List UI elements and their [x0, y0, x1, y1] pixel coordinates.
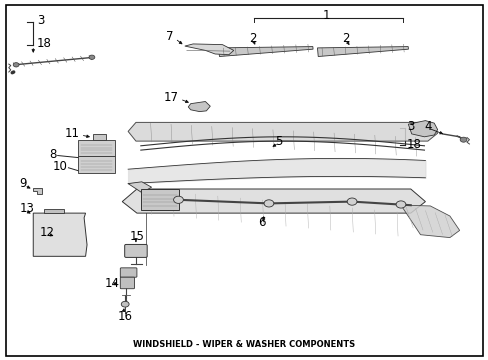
- Polygon shape: [33, 213, 87, 256]
- Polygon shape: [218, 46, 312, 57]
- Text: 6: 6: [258, 216, 265, 229]
- Text: 17: 17: [163, 91, 178, 104]
- Text: 15: 15: [129, 230, 144, 243]
- Text: 14: 14: [105, 277, 120, 290]
- Polygon shape: [184, 44, 233, 55]
- Text: 3: 3: [406, 120, 413, 133]
- Text: 9: 9: [20, 177, 27, 190]
- Text: 11: 11: [64, 127, 79, 140]
- FancyBboxPatch shape: [124, 244, 147, 257]
- Polygon shape: [128, 122, 437, 141]
- Text: 18: 18: [37, 37, 51, 50]
- FancyBboxPatch shape: [78, 156, 115, 173]
- Circle shape: [346, 198, 356, 205]
- FancyBboxPatch shape: [93, 134, 105, 140]
- FancyBboxPatch shape: [120, 277, 134, 289]
- Text: 10: 10: [53, 160, 67, 173]
- Text: 12: 12: [40, 226, 55, 239]
- Polygon shape: [400, 205, 459, 238]
- Text: WINDSHIELD - WIPER & WASHER COMPONENTS: WINDSHIELD - WIPER & WASHER COMPONENTS: [133, 341, 355, 349]
- Text: 16: 16: [117, 310, 132, 323]
- Text: 5: 5: [275, 135, 282, 148]
- Text: 1: 1: [322, 9, 330, 22]
- FancyBboxPatch shape: [141, 189, 179, 210]
- Circle shape: [13, 63, 19, 67]
- Text: 13: 13: [20, 202, 34, 215]
- Text: 8: 8: [49, 148, 56, 161]
- Text: 2: 2: [342, 32, 349, 45]
- Polygon shape: [44, 209, 63, 213]
- FancyBboxPatch shape: [78, 140, 115, 156]
- Circle shape: [121, 301, 129, 307]
- Text: 4: 4: [424, 120, 431, 133]
- Text: 7: 7: [166, 30, 173, 43]
- Polygon shape: [122, 189, 425, 213]
- Polygon shape: [188, 102, 210, 112]
- Text: 3: 3: [37, 14, 44, 27]
- Polygon shape: [317, 46, 407, 57]
- Circle shape: [395, 201, 405, 208]
- Polygon shape: [128, 182, 151, 193]
- Circle shape: [264, 200, 273, 207]
- FancyBboxPatch shape: [120, 268, 137, 277]
- Polygon shape: [407, 121, 437, 137]
- Text: 18: 18: [406, 138, 421, 150]
- Polygon shape: [33, 188, 41, 194]
- Circle shape: [459, 137, 466, 142]
- Circle shape: [173, 196, 183, 203]
- Circle shape: [89, 55, 95, 59]
- Text: 2: 2: [249, 32, 256, 45]
